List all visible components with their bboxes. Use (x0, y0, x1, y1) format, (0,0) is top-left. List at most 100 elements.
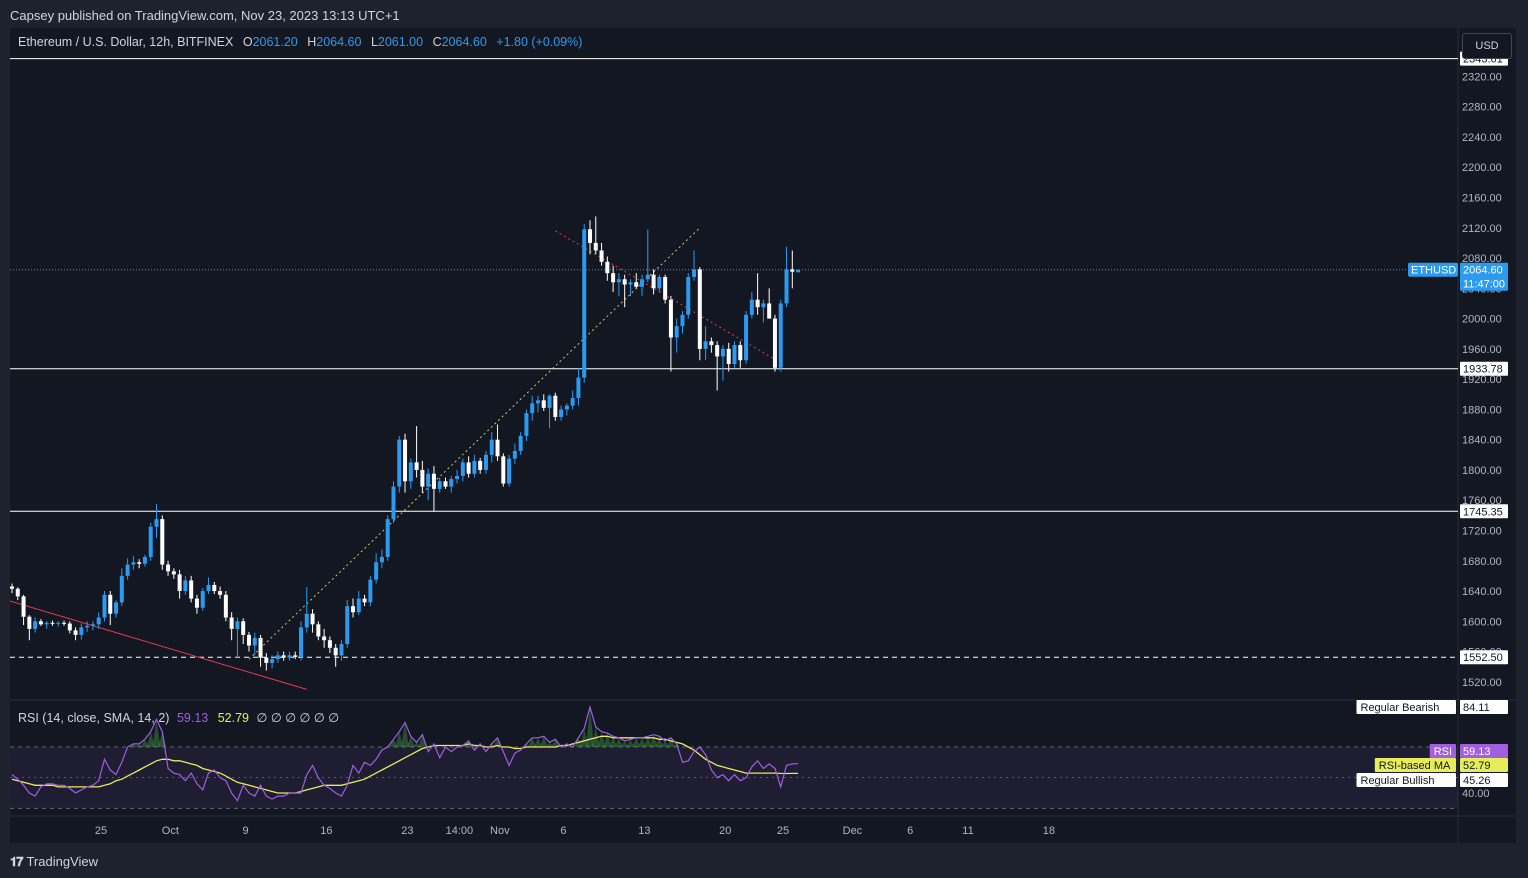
candle-body (385, 519, 390, 557)
candle (605, 256, 610, 281)
symbol-title[interactable]: Ethereum / U.S. Dollar, 12h, BITFINEX (18, 35, 234, 49)
candle (200, 588, 205, 611)
chart-frame[interactable]: 1520.001560.001600.001640.001680.001720.… (10, 28, 1516, 843)
candle (264, 653, 269, 671)
price-tick-label: 2280.00 (1462, 102, 1502, 114)
candle-body (541, 400, 546, 408)
candle (715, 341, 720, 391)
candle (235, 617, 240, 658)
candle (50, 620, 55, 626)
currency-button[interactable]: USD (1462, 33, 1512, 59)
candle (90, 621, 95, 631)
candle (570, 390, 575, 410)
candle (507, 454, 512, 487)
rsi-overbought-fill (539, 736, 548, 747)
candle (761, 299, 766, 323)
candle-body (692, 269, 697, 277)
last-price-box (1460, 262, 1508, 291)
candle (778, 299, 783, 372)
candle (403, 433, 408, 493)
rsi-marker-value: 45.26 (1463, 775, 1491, 787)
candle (512, 443, 517, 464)
level-label: 1933.78 (1463, 364, 1503, 376)
candle (744, 311, 749, 364)
candle (79, 623, 84, 640)
candle (437, 477, 442, 493)
candle-body (379, 556, 384, 563)
candle-body (420, 469, 425, 487)
candle (553, 392, 558, 421)
candle-body (512, 451, 517, 459)
candle-body (137, 562, 142, 564)
rsi-overbought-fill (649, 734, 658, 747)
candle (241, 618, 246, 644)
candle (414, 426, 419, 478)
candle (455, 469, 460, 484)
candle (362, 594, 367, 607)
trendline (10, 600, 307, 690)
candle (327, 636, 332, 654)
rsi-marker-value-box (1460, 700, 1508, 714)
close-value: 2064.60 (441, 35, 487, 49)
rsi-title[interactable]: RSI (14, close, SMA, 14, 2) (18, 711, 170, 725)
price-tick-label: 2160.00 (1462, 193, 1502, 205)
rsi-overbought-fill (638, 737, 647, 747)
candle-body (44, 622, 49, 625)
candle-body (56, 622, 61, 624)
candle (154, 504, 159, 539)
candle (651, 269, 656, 295)
candle (726, 342, 731, 372)
candle-body (570, 398, 575, 406)
candle-body (443, 481, 448, 487)
candle (206, 577, 211, 595)
price-tick-label: 1800.00 (1462, 465, 1502, 477)
candle-body (345, 606, 350, 644)
candle-body (732, 345, 737, 364)
candle (148, 522, 153, 561)
candle-body (518, 435, 523, 452)
price-tick-label: 2240.00 (1462, 132, 1502, 144)
candle (177, 569, 182, 599)
rsi-pane (10, 704, 1458, 809)
candle-body (796, 269, 801, 273)
candle (281, 651, 286, 661)
rsi-marker-value-box (1460, 758, 1508, 772)
candle (223, 591, 228, 622)
candle-body (229, 617, 234, 629)
candle-body (431, 473, 436, 489)
candle-body (85, 625, 90, 628)
candle-body (171, 571, 176, 575)
candle (738, 341, 743, 368)
candle-body (426, 473, 431, 487)
level-label-box (1460, 650, 1508, 665)
candle (668, 295, 673, 372)
rsi-marker-value-box (1460, 773, 1508, 787)
candle (611, 265, 616, 293)
tradingview-brand[interactable]: 𝟏𝟕 TradingView (10, 854, 98, 870)
rsi-overbought-fill (140, 739, 149, 747)
rsi-marker-label: RSI (1434, 746, 1452, 758)
candle (194, 594, 199, 614)
candle (351, 598, 356, 618)
change-value: +1.80 (+0.09%) (496, 35, 583, 49)
candle-body (351, 606, 356, 613)
candle-body (73, 630, 78, 635)
candle (703, 326, 708, 361)
time-tick-label: 25 (95, 825, 107, 837)
price-tick-label: 2320.00 (1462, 71, 1502, 83)
candle (270, 655, 275, 669)
footer: 𝟏𝟕 TradingView (0, 843, 1528, 878)
candle-body (616, 279, 621, 283)
rsi-overbought-fill (412, 742, 421, 747)
candle (489, 432, 494, 463)
candle-body (778, 303, 783, 368)
candle (518, 432, 523, 455)
candle (541, 394, 546, 411)
candle-body (703, 341, 708, 349)
time-tick-label: 9 (242, 825, 248, 837)
candle-body (62, 622, 67, 624)
candle (495, 424, 500, 461)
candle (564, 403, 569, 416)
brand-name: TradingView (26, 854, 99, 869)
publish-header: Capsey published on TradingView.com, Nov… (0, 0, 1528, 28)
